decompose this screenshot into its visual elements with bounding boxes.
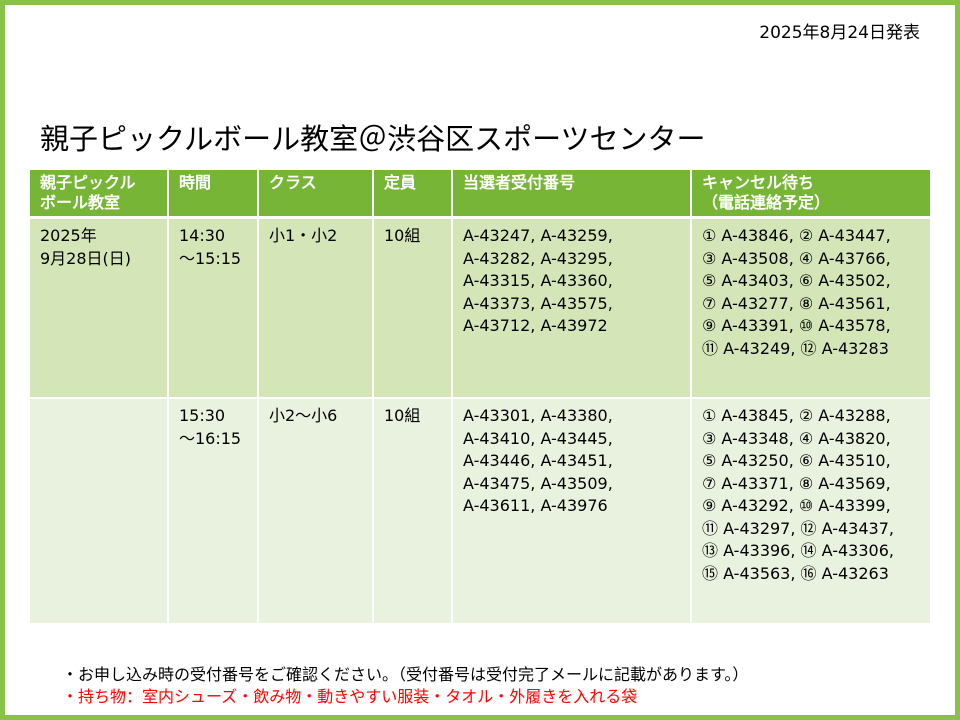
cell-winners: A-43301, A-43380, A-43410, A-43445, A-43… [452, 398, 692, 625]
winners-line: A-43446, A-43451, [463, 451, 613, 470]
time-line: 14:30 [179, 226, 226, 245]
waitlist-line: ⑤ A-43403, ⑥ A-43502, [702, 271, 891, 290]
waitlist-line: ① A-43846, ② A-43447, [702, 226, 891, 245]
winners-line: A-43282, A-43295, [463, 248, 613, 268]
winners-line: A-43712, A-43972 [463, 316, 608, 335]
winners-line: A-43373, A-43575, [463, 293, 613, 313]
waitlist-line: ⑪ A-43297, ⑫ A-43437, [702, 518, 894, 538]
waitlist-line: ⑦ A-43371, ⑧ A-43569, [702, 473, 891, 493]
schedule-table: 親子ピックル ボール教室 時間 クラス 定員 当選者受付番号 キャンセル待ち （… [30, 170, 930, 625]
header-event: 親子ピックル ボール教室 [30, 170, 169, 219]
header-winners-label: 当選者受付番号 [463, 173, 576, 192]
header-time-label: 時間 [179, 173, 212, 192]
header-class-label: クラス [269, 173, 317, 192]
cell-waitlist: ① A-43846, ② A-43447, ③ A-43508, ④ A-437… [691, 217, 930, 399]
table-row: 15:30 ～16:15 小2～小6 10組 A-43301, A-43380,… [30, 398, 930, 625]
cell-class: 小2～小6 [258, 398, 374, 625]
winners-line: A-43247, A-43259, [463, 226, 613, 245]
cell-capacity: 10組 [373, 398, 453, 625]
winners-line: A-43611, A-43976 [463, 496, 608, 515]
note-confirm-number: ・お申し込み時の受付番号をご確認ください。（受付番号は受付完了メールに記載があり… [62, 665, 749, 684]
header-winners: 当選者受付番号 [452, 170, 692, 219]
waitlist-line: ⑪ A-43249, ⑫ A-43283 [702, 338, 889, 358]
cell-date: 2025年 9月28日(日) [30, 217, 169, 399]
waitlist-line: ⑨ A-43292, ⑩ A-43399, [702, 496, 891, 515]
waitlist-line: ⑤ A-43250, ⑥ A-43510, [702, 451, 891, 470]
time-line: ～16:15 [179, 428, 242, 448]
note-items-to-bring: ・持ち物：室内シューズ・飲み物・動きやすい服装・タオル・外履きを入れる袋 [62, 687, 638, 706]
waitlist-line: ⑨ A-43391, ⑩ A-43578, [702, 316, 891, 335]
cell-time: 14:30 ～15:15 [168, 217, 259, 399]
table-row: 2025年 9月28日(日) 14:30 ～15:15 小1・小2 10組 A-… [30, 217, 930, 399]
header-waitlist-line-1: キャンセル待ち [702, 173, 815, 192]
publish-date: 2025年8月24日発表 [759, 23, 920, 43]
header-waitlist-line-2: （電話連絡予定） [702, 193, 831, 212]
cell-winners: A-43247, A-43259, A-43282, A-43295, A-43… [452, 217, 692, 399]
cell-date [30, 398, 169, 625]
notes: ・お申し込み時の受付番号をご確認ください。（受付番号は受付完了メールに記載があり… [62, 664, 748, 708]
time-line: 15:30 [179, 406, 226, 425]
winners-line: A-43410, A-43445, [463, 428, 613, 448]
waitlist-line: ① A-43845, ② A-43288, [702, 406, 891, 425]
waitlist-line: ⑬ A-43396, ⑭ A-43306, [702, 541, 894, 560]
time-line: ～15:15 [179, 248, 242, 268]
header-class: クラス [258, 170, 374, 219]
date-line: 2025年 [40, 226, 97, 245]
header-time: 時間 [168, 170, 259, 219]
page-title: 親子ピックルボール教室＠渋谷区スポーツセンター [40, 122, 706, 156]
header-capacity: 定員 [373, 170, 453, 219]
waitlist-line: ③ A-43508, ④ A-43766, [702, 248, 891, 268]
cell-time: 15:30 ～16:15 [168, 398, 259, 625]
waitlist-line: ③ A-43348, ④ A-43820, [702, 428, 891, 448]
cell-waitlist: ① A-43845, ② A-43288, ③ A-43348, ④ A-438… [691, 398, 930, 625]
cell-class: 小1・小2 [258, 217, 374, 399]
table-header-row: 親子ピックル ボール教室 時間 クラス 定員 当選者受付番号 キャンセル待ち （… [30, 170, 930, 219]
header-event-line-2: ボール教室 [40, 193, 121, 212]
header-event-line-1: 親子ピックル [40, 173, 136, 192]
date-line: 9月28日(日) [40, 248, 132, 268]
header-capacity-label: 定員 [384, 173, 417, 192]
header-waitlist: キャンセル待ち （電話連絡予定） [691, 170, 930, 219]
winners-line: A-43301, A-43380, [463, 406, 613, 425]
waitlist-line: ⑮ A-43563, ⑯ A-43263 [702, 563, 889, 583]
cell-capacity: 10組 [373, 217, 453, 399]
waitlist-line: ⑦ A-43277, ⑧ A-43561, [702, 293, 891, 313]
winners-line: A-43315, A-43360, [463, 271, 613, 290]
winners-line: A-43475, A-43509, [463, 473, 613, 493]
